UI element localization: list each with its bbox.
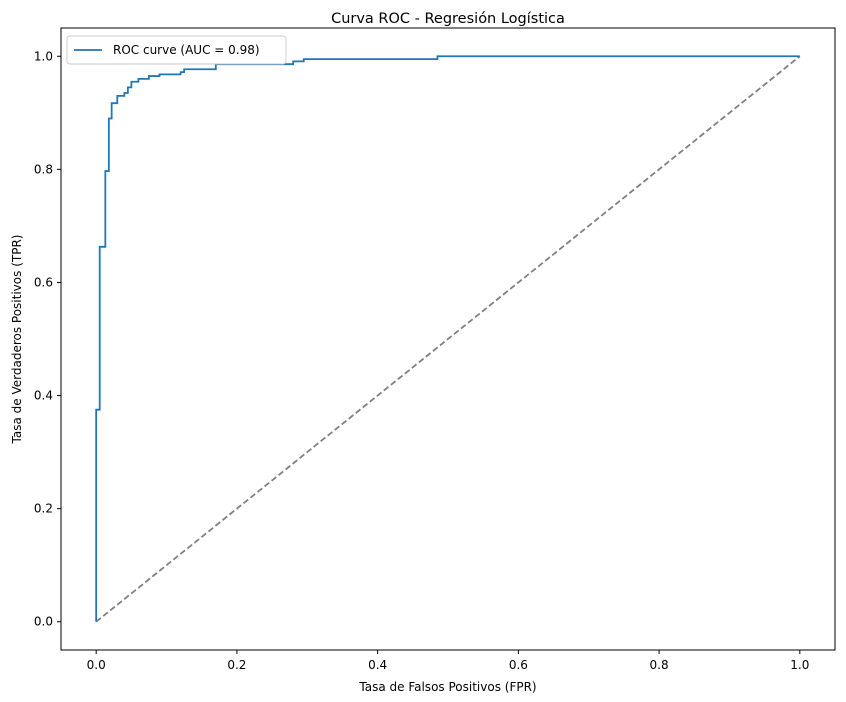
x-tick-label: 0.4 (368, 658, 387, 672)
y-tick-label: 1.0 (34, 49, 53, 63)
y-axis-ticks: 0.0 0.2 0.4 0.6 0.8 1.0 (34, 49, 61, 629)
diagonal-reference-line (95, 55, 801, 623)
series-layer (95, 55, 801, 623)
y-tick-label: 0.6 (34, 275, 53, 289)
x-axis-label: Tasa de Falsos Positivos (FPR) (358, 680, 536, 694)
x-tick-label: 0.2 (227, 658, 246, 672)
roc-curve-line (95, 55, 800, 622)
y-tick-label: 0.0 (34, 615, 53, 629)
x-tick-label: 0.8 (650, 658, 669, 672)
legend: ROC curve (AUC = 0.98) (66, 35, 287, 65)
x-tick-label: 1.0 (790, 658, 809, 672)
x-tick-label: 0.6 (509, 658, 528, 672)
y-axis-label: Tasa de Verdaderos Positivos (TPR) (10, 235, 24, 445)
legend-box (66, 35, 287, 65)
x-axis-ticks: 0.0 0.2 0.4 0.6 0.8 1.0 (87, 650, 809, 672)
y-tick-label: 0.2 (34, 502, 53, 516)
y-tick-label: 0.8 (34, 162, 53, 176)
chart-title: Curva ROC - Regresión Logística (331, 11, 565, 27)
legend-entry-roc: ROC curve (AUC = 0.98) (113, 43, 260, 57)
y-tick-label: 0.4 (34, 389, 53, 403)
x-tick-label: 0.0 (87, 658, 106, 672)
